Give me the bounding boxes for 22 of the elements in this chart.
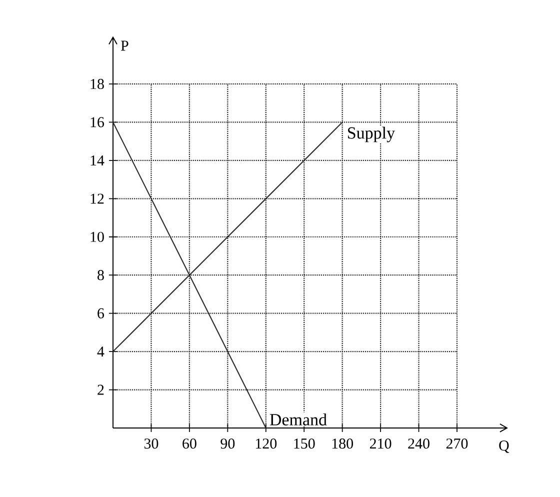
- x-tick-label: 210: [370, 438, 392, 449]
- series-label: Demand: [270, 413, 327, 426]
- y-tick-label: 10: [90, 232, 104, 242]
- y-tick-label: 18: [90, 78, 104, 90]
- x-axis-title: Q: [499, 440, 510, 453]
- x-tick-label: 180: [332, 438, 354, 449]
- x-tick-label: 30: [144, 438, 158, 449]
- y-tick-label: 12: [90, 194, 104, 204]
- x-tick-label: 90: [220, 438, 235, 449]
- x-tick-label: 240: [408, 438, 430, 449]
- x-tick-label: 270: [446, 438, 468, 449]
- x-tick-label: 60: [182, 438, 196, 449]
- series-label: Supply: [348, 126, 395, 142]
- y-axis-title: P: [120, 40, 128, 51]
- y-tick-label: 8: [98, 270, 104, 280]
- y-tick-label: 2: [98, 384, 104, 395]
- y-tick-label: 4: [97, 346, 104, 356]
- y-tick-label: 14: [90, 155, 104, 166]
- x-tick-label: 150: [294, 438, 315, 449]
- x-tick-label: 120: [256, 438, 277, 449]
- y-tick-label: 6: [98, 308, 104, 318]
- y-tick-label: 16: [90, 117, 104, 128]
